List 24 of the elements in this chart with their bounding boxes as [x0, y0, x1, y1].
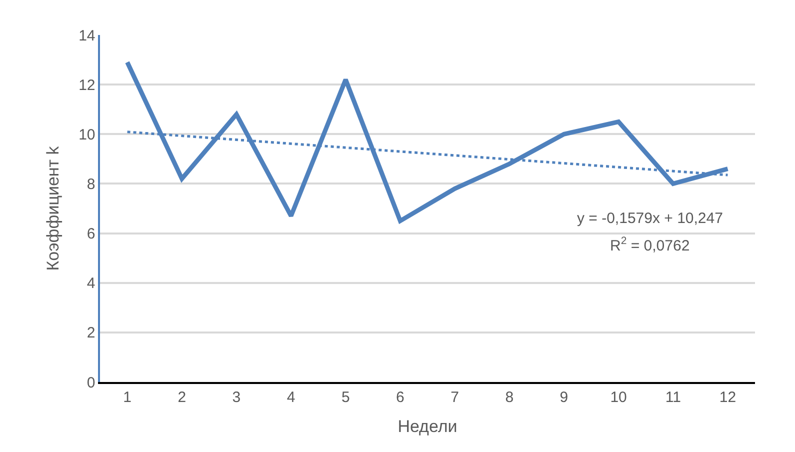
x-tick-label: 8: [505, 389, 514, 406]
x-tick-label: 2: [178, 389, 186, 406]
x-tick-label: 5: [341, 389, 350, 406]
y-axis-title: Коэффициент k: [44, 146, 63, 271]
x-tick-label: 9: [560, 389, 568, 406]
x-tick-label: 10: [610, 389, 627, 406]
x-axis-title: Недели: [398, 416, 458, 436]
x-tick-label: 11: [665, 389, 681, 406]
annotation: y = -0,1579x + 10,247: [577, 210, 723, 227]
y-tick-label: 12: [78, 76, 96, 94]
annotation: R$^{2}$ = 0,0762: [610, 235, 690, 254]
y-tick-label: 14: [78, 27, 96, 44]
y-tick-label: 6: [86, 226, 96, 243]
x-tick-label: 6: [396, 389, 404, 406]
x-tick-label: 1: [123, 389, 132, 406]
x-tick-label: 4: [286, 389, 296, 406]
y-tick-label: 4: [86, 275, 96, 292]
x-tick-label: 3: [232, 389, 241, 406]
y-tick-label: 10: [78, 126, 96, 144]
x-tick-label: 7: [450, 389, 459, 406]
y-tick-label: 8: [86, 176, 96, 193]
y-tick-label: 2: [86, 324, 96, 342]
y-tick-label: 0: [86, 374, 96, 392]
x-tick-label: 12: [719, 389, 736, 406]
